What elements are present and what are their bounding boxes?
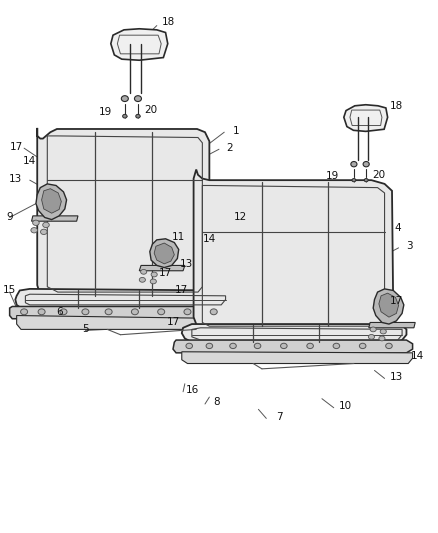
Ellipse shape xyxy=(141,269,147,274)
Text: 19: 19 xyxy=(325,171,339,181)
Text: 7: 7 xyxy=(276,412,283,422)
Polygon shape xyxy=(373,289,404,324)
Ellipse shape xyxy=(121,96,128,102)
Ellipse shape xyxy=(184,309,191,314)
Text: 20: 20 xyxy=(145,106,158,115)
Text: 17: 17 xyxy=(390,296,403,306)
Polygon shape xyxy=(369,322,415,328)
Text: 19: 19 xyxy=(99,107,112,117)
Ellipse shape xyxy=(280,343,287,349)
Ellipse shape xyxy=(230,343,237,349)
Text: 13: 13 xyxy=(390,373,403,382)
Text: 8: 8 xyxy=(213,398,220,407)
Text: 14: 14 xyxy=(203,234,216,244)
Ellipse shape xyxy=(379,336,385,341)
Text: 14: 14 xyxy=(410,351,424,361)
Ellipse shape xyxy=(42,222,49,228)
Ellipse shape xyxy=(363,161,369,167)
Ellipse shape xyxy=(333,343,340,349)
Ellipse shape xyxy=(123,114,127,118)
Text: 4: 4 xyxy=(394,223,401,233)
Text: 17: 17 xyxy=(175,286,188,295)
Text: 13: 13 xyxy=(9,174,22,183)
Polygon shape xyxy=(173,340,413,353)
Text: 14: 14 xyxy=(23,156,36,166)
Ellipse shape xyxy=(380,329,386,334)
Ellipse shape xyxy=(307,343,314,349)
Text: 10: 10 xyxy=(339,401,352,411)
Text: 17: 17 xyxy=(159,268,172,278)
Polygon shape xyxy=(154,243,174,264)
Ellipse shape xyxy=(206,343,213,349)
Text: 6: 6 xyxy=(56,307,63,317)
Text: 12: 12 xyxy=(233,213,247,222)
Ellipse shape xyxy=(186,343,193,349)
Polygon shape xyxy=(32,216,78,221)
Polygon shape xyxy=(344,104,388,131)
Polygon shape xyxy=(10,306,240,319)
Text: 9: 9 xyxy=(6,213,13,222)
Ellipse shape xyxy=(368,335,374,340)
Polygon shape xyxy=(194,169,393,329)
Ellipse shape xyxy=(150,279,156,284)
Text: 18: 18 xyxy=(390,101,403,110)
Polygon shape xyxy=(36,184,67,220)
Polygon shape xyxy=(15,289,231,310)
Polygon shape xyxy=(17,316,240,329)
Text: 13: 13 xyxy=(180,259,193,269)
Ellipse shape xyxy=(254,343,261,349)
Text: 1: 1 xyxy=(232,126,239,135)
Polygon shape xyxy=(182,352,413,364)
Ellipse shape xyxy=(359,343,366,349)
Ellipse shape xyxy=(131,309,138,314)
Text: 17: 17 xyxy=(166,318,180,327)
Text: 2: 2 xyxy=(226,143,233,153)
Ellipse shape xyxy=(364,179,368,182)
Ellipse shape xyxy=(41,229,47,235)
Ellipse shape xyxy=(352,179,356,182)
Ellipse shape xyxy=(139,277,145,282)
Ellipse shape xyxy=(60,309,67,314)
Ellipse shape xyxy=(21,309,28,314)
Ellipse shape xyxy=(151,272,157,277)
Polygon shape xyxy=(150,239,179,268)
Text: 15: 15 xyxy=(3,286,16,295)
Ellipse shape xyxy=(385,343,392,349)
Text: 3: 3 xyxy=(406,241,413,251)
Ellipse shape xyxy=(136,114,140,118)
Text: 5: 5 xyxy=(82,325,89,334)
Polygon shape xyxy=(139,265,185,271)
Ellipse shape xyxy=(370,327,376,332)
Ellipse shape xyxy=(134,96,141,102)
Ellipse shape xyxy=(210,309,217,314)
Polygon shape xyxy=(42,189,61,213)
Ellipse shape xyxy=(105,309,112,314)
Polygon shape xyxy=(37,128,209,300)
Text: 17: 17 xyxy=(10,142,23,151)
Polygon shape xyxy=(111,29,168,60)
Ellipse shape xyxy=(351,161,357,167)
Ellipse shape xyxy=(38,309,45,314)
Ellipse shape xyxy=(82,309,89,314)
Polygon shape xyxy=(379,293,399,317)
Ellipse shape xyxy=(31,228,37,233)
Ellipse shape xyxy=(33,220,39,225)
Text: 20: 20 xyxy=(372,170,385,180)
Ellipse shape xyxy=(158,309,165,314)
Text: 18: 18 xyxy=(162,18,175,27)
Polygon shape xyxy=(182,324,406,344)
Text: 11: 11 xyxy=(172,232,185,242)
Text: 16: 16 xyxy=(186,385,199,395)
